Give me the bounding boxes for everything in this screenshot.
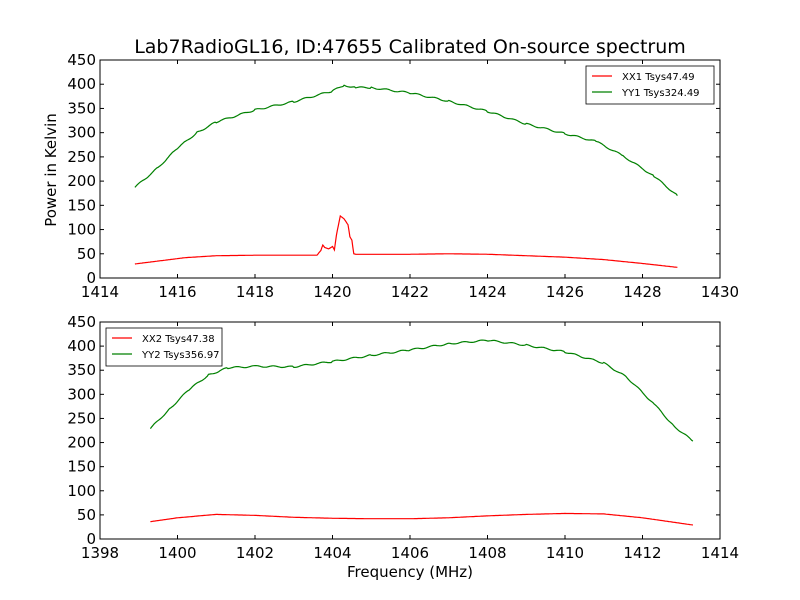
x-tick-label: 1406 (391, 544, 429, 562)
y-tick-label: 300 (67, 124, 96, 142)
x-tick-label: 1418 (236, 283, 274, 301)
y-axis-label: Power in Kelvin (42, 113, 60, 227)
y-tick-label: 50 (77, 506, 96, 524)
y-tick-label: 200 (67, 434, 96, 452)
legend: XX1 Tsys47.49 YY1 Tsys324.49 (585, 65, 715, 105)
x-tick-label: 1428 (623, 283, 661, 301)
x-tick-label: 1398 (81, 544, 119, 562)
plot-panel-top: 1414 1416 1418 1420 1422 1424 1426 1428 1430 0 50 1… (67, 51, 739, 301)
legend-label: XX1 Tsys47.49 (622, 72, 695, 83)
legend-label: XX2 Tsys47.38 (142, 334, 215, 345)
y-tick-label: 250 (67, 148, 96, 166)
legend-label: YY2 Tsys356.97 (141, 350, 220, 361)
y-tick-label: 400 (67, 75, 96, 93)
y-tick-label: 350 (67, 361, 96, 379)
y-tick-label: 350 (67, 99, 96, 117)
x-tick-label: 1404 (313, 544, 351, 562)
y-tick-label: 200 (67, 172, 96, 190)
y-tick-label: 400 (67, 337, 96, 355)
x-tick-label: 1414 (701, 544, 739, 562)
x-tick-label: 1426 (546, 283, 584, 301)
y-tick-label: 250 (67, 409, 96, 427)
x-tick-label: 1412 (623, 544, 661, 562)
y-tick-label: 300 (67, 385, 96, 403)
x-tick-label: 1400 (158, 544, 196, 562)
y-tick-label: 450 (67, 313, 96, 331)
y-tick-label: 50 (77, 245, 96, 263)
y-tick-label: 0 (86, 530, 96, 548)
plot-panel-bottom: 1398 1400 1402 1404 1406 1408 1410 1412 1414 0 50 1… (67, 313, 739, 562)
series-line-yy2 (149, 339, 694, 442)
y-tick-label: 100 (67, 482, 96, 500)
x-tick-label: 1416 (158, 283, 196, 301)
x-tick-label: 1402 (236, 544, 274, 562)
x-tick-label: 1410 (546, 544, 584, 562)
x-tick-label: 1422 (391, 283, 429, 301)
x-tick-label: 1424 (468, 283, 506, 301)
y-tick-label: 150 (67, 196, 96, 214)
y-tick-label: 150 (67, 458, 96, 476)
x-axis-label: Frequency (MHz) (347, 563, 473, 581)
x-tick-label: 1430 (701, 283, 739, 301)
x-tick-label: 1420 (313, 283, 351, 301)
x-tick-label: 1414 (81, 283, 119, 301)
y-tick-label: 0 (86, 269, 96, 287)
legend-box (585, 65, 715, 105)
legend-label: YY1 Tsys324.49 (621, 88, 700, 99)
legend-box (105, 327, 223, 367)
series-line-xx1 (134, 214, 678, 268)
y-tick-label: 450 (67, 51, 96, 69)
series-line-yy1 (134, 84, 678, 196)
series-line-xx2 (150, 512, 693, 526)
legend: XX2 Tsys47.38 YY2 Tsys356.97 (105, 327, 223, 367)
chart-title: Lab7RadioGL16, ID:47655 Calibrated On-so… (134, 36, 686, 58)
y-tick-label: 100 (67, 221, 96, 239)
x-tick-label: 1408 (468, 544, 506, 562)
